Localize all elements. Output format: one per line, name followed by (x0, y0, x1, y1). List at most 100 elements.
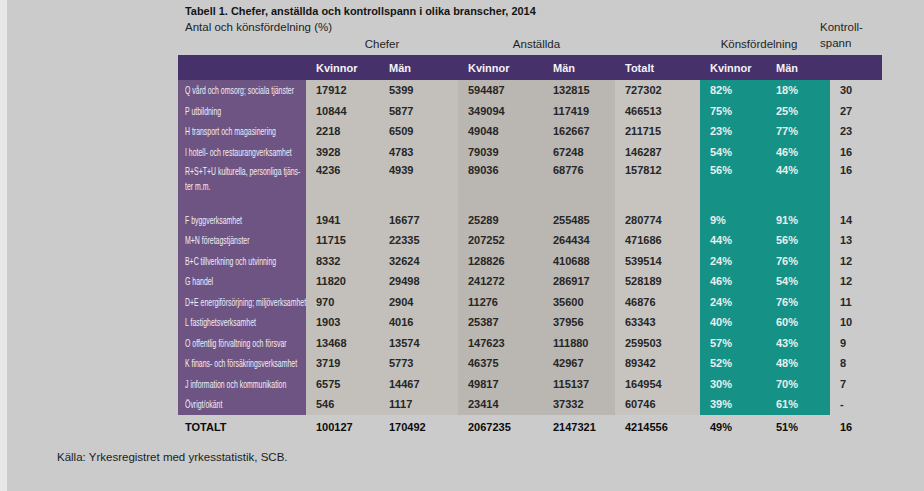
spacer-cell (379, 197, 458, 210)
cell-anstallda-kvinnor: 128826 (458, 251, 543, 272)
cell-chefer-man: 6509 (379, 121, 458, 142)
cell-chefer-man: 5877 (379, 101, 458, 122)
cell-chefer-kvinnor: 17912 (306, 80, 379, 101)
cell-anstallda-man: 37332 (543, 394, 615, 415)
cell-anstallda-man: 132815 (543, 80, 615, 101)
cell-konsfordelning-kvinnor: 24% (700, 292, 766, 313)
cell-chefer-man: 13574 (379, 333, 458, 354)
cell-anstallda-kvinnor: 79039 (458, 142, 543, 163)
group-header-konsfordelning: Könsfördelning (688, 38, 830, 50)
column-header-row: Kvinnor Män Kvinnor Män Totalt Kvinnor M… (178, 55, 882, 80)
cell-kontrollspann: 30 (830, 80, 882, 101)
cell-anstallda-totalt: 46876 (615, 292, 700, 313)
table-row: O offentlig förvaltning och försvar13468… (178, 333, 882, 354)
header-chefer-kvinnor: Kvinnor (306, 55, 379, 80)
header-konsfordelning-kvinnor: Kvinnor (700, 55, 766, 80)
cell-kontrollspann: 27 (830, 101, 882, 122)
cell-chefer-man: 1117 (379, 394, 458, 415)
cell-kontrollspann: 14 (830, 210, 882, 231)
table-row: G handel118202949824127228691752818946%5… (178, 271, 882, 292)
row-label: F byggverksamhet (178, 210, 306, 231)
spacer-cell (700, 197, 766, 210)
cell-kontrollspann: 9 (830, 333, 882, 354)
table-row: L fastighetsverksamhet190340162538737956… (178, 312, 882, 333)
total-label: TOTALT (178, 415, 306, 438)
cell-anstallda-man: 111880 (543, 333, 615, 354)
cell-anstallda-man: 115137 (543, 374, 615, 395)
row-label: O offentlig förvaltning och försvar (178, 333, 306, 354)
header-chefer-man: Män (379, 55, 458, 80)
cell-chefer-man: 4016 (379, 312, 458, 333)
table-row: B+C tillverkning och utvinning8332326241… (178, 251, 882, 272)
cell-anstallda-man: 162667 (543, 121, 615, 142)
cell-anstallda-totalt: 280774 (615, 210, 700, 231)
cell-konsfordelning-man: 60% (766, 312, 830, 333)
cell-chefer-kvinnor: 8332 (306, 251, 379, 272)
header-spacer (178, 55, 306, 80)
cell-konsfordelning-man: 48% (766, 353, 830, 374)
cell-anstallda-totalt: 211715 (615, 121, 700, 142)
cell-konsfordelning-man: 18% (766, 80, 830, 101)
spacer-cell (615, 197, 700, 210)
cell-chefer-kvinnor: 11715 (306, 230, 379, 251)
cell-anstallda-kvinnor: 241272 (458, 271, 543, 292)
total-row: TOTALT 100127 170492 2067235 2147321 421… (178, 415, 882, 438)
cell-chefer-kvinnor: 11820 (306, 271, 379, 292)
cell-chefer-man: 22335 (379, 230, 458, 251)
cell-konsfordelning-man: 76% (766, 292, 830, 313)
cell-anstallda-totalt: 259503 (615, 333, 700, 354)
cell-chefer-man: 16677 (379, 210, 458, 231)
cell-anstallda-kvinnor: 49817 (458, 374, 543, 395)
row-label: K finans- och försäkringsverksamhet (178, 353, 306, 374)
page: Tabell 1. Chefer, anställda och kontroll… (0, 0, 924, 491)
cell-chefer-man: 14467 (379, 374, 458, 395)
table-row: M+N företagstjänster11715223352072522644… (178, 230, 882, 251)
cell-anstallda-kvinnor: 25387 (458, 312, 543, 333)
cell-chefer-kvinnor: 13468 (306, 333, 379, 354)
table-row: P utbildning1084458773490941174194665137… (178, 101, 882, 122)
cell-kontrollspann: 16 (830, 142, 882, 163)
row-label: I hotell- och restaurangverksamhet (178, 142, 306, 163)
cell-kontrollspann: - (830, 394, 882, 415)
cell-anstallda-kvinnor: 25289 (458, 210, 543, 231)
cell-chefer-man: 29498 (379, 271, 458, 292)
cell-chefer-man: 5773 (379, 353, 458, 374)
cell-konsfordelning-man: 91% (766, 210, 830, 231)
cell-anstallda-kvinnor: 349094 (458, 101, 543, 122)
total-kontrollspann: 16 (830, 415, 882, 438)
cell-chefer-kvinnor: 3928 (306, 142, 379, 163)
table-row: Övrigt/okänt546111723414373326074639%61%… (178, 394, 882, 415)
cell-kontrollspann: 12 (830, 271, 882, 292)
cell-konsfordelning-kvinnor: 46% (700, 271, 766, 292)
cell-anstallda-kvinnor: 46375 (458, 353, 543, 374)
cell-kontrollspann: 11 (830, 292, 882, 313)
row-label: Q vård och omsorg; sociala tjänster (178, 80, 306, 101)
cell-anstallda-kvinnor: 23414 (458, 394, 543, 415)
table-body: Q vård och omsorg; sociala tjänster17912… (178, 80, 882, 415)
table-row: F byggverksamhet194116677252892554852807… (178, 210, 882, 231)
cell-chefer-kvinnor: 10844 (306, 101, 379, 122)
group-header-kontrollspann: Kontroll- spann (820, 20, 863, 51)
cell-anstallda-man: 410688 (543, 251, 615, 272)
row-label: L fastighetsverksamhet (178, 312, 306, 333)
cell-kontrollspann: 16 (830, 162, 882, 197)
table-row: H transport och magasinering221865094904… (178, 121, 882, 142)
cell-anstallda-kvinnor: 49048 (458, 121, 543, 142)
cell-anstallda-totalt: 727302 (615, 80, 700, 101)
cell-konsfordelning-man: 54% (766, 271, 830, 292)
cell-konsfordelning-kvinnor: 23% (700, 121, 766, 142)
spacer-row (178, 197, 882, 210)
cell-anstallda-totalt: 471686 (615, 230, 700, 251)
row-label: H transport och magasinering (178, 121, 306, 142)
cell-konsfordelning-man: 43% (766, 333, 830, 354)
row-label: Övrigt/okänt (178, 394, 306, 415)
header-konsfordelning-man: Män (766, 55, 830, 80)
cell-konsfordelning-man: 25% (766, 101, 830, 122)
cell-kontrollspann: 7 (830, 374, 882, 395)
cell-anstallda-totalt: 63343 (615, 312, 700, 333)
row-label: P utbildning (178, 101, 306, 122)
cell-chefer-kvinnor: 6575 (306, 374, 379, 395)
cell-konsfordelning-kvinnor: 40% (700, 312, 766, 333)
cell-anstallda-totalt: 164954 (615, 374, 700, 395)
cell-anstallda-man: 117419 (543, 101, 615, 122)
